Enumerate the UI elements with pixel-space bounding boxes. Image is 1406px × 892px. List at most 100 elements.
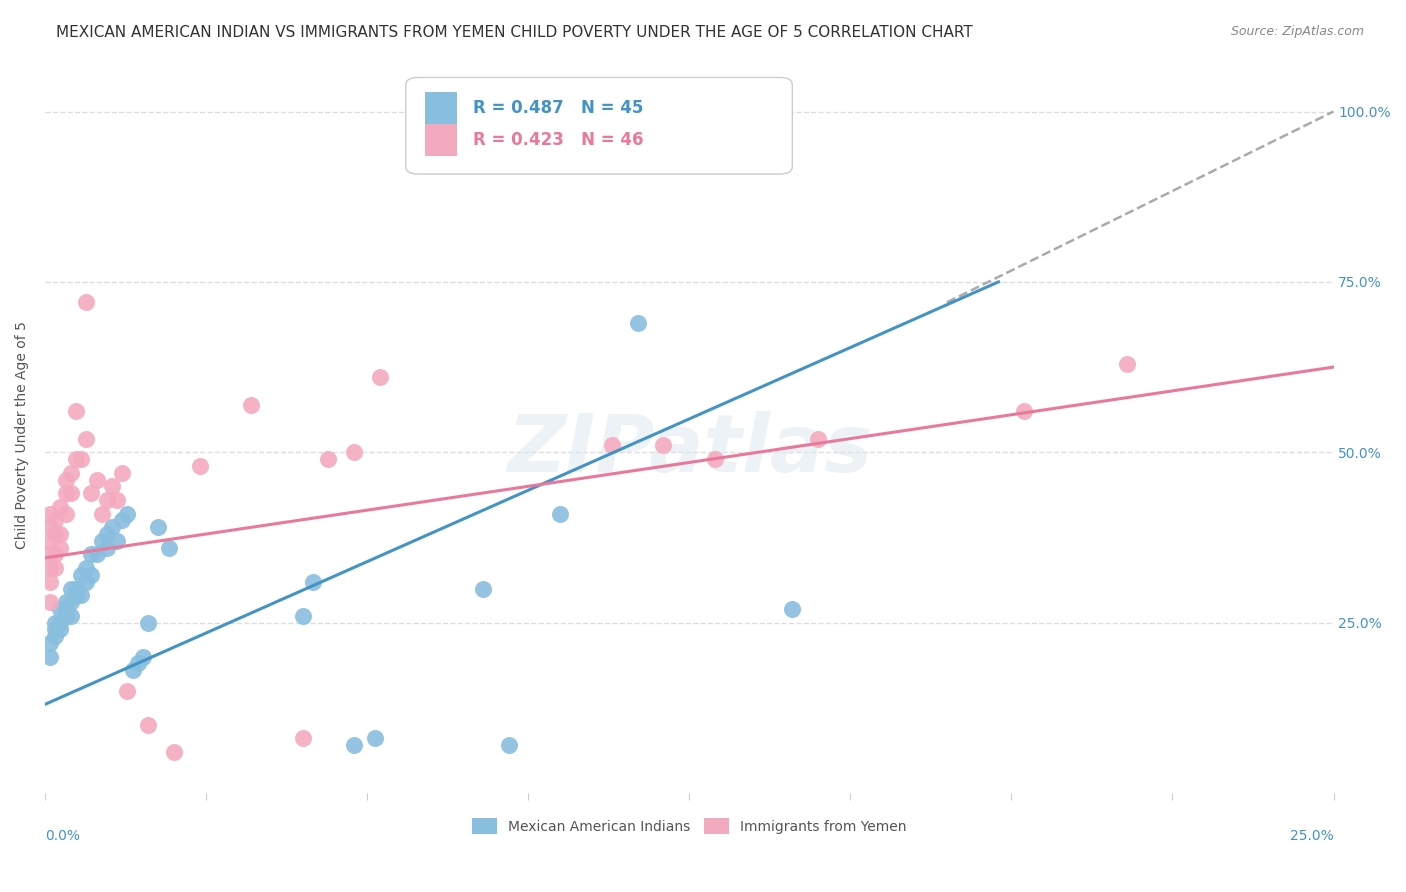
Point xyxy=(1116,357,1139,371)
Point xyxy=(302,574,325,589)
Point xyxy=(70,452,93,467)
Point xyxy=(59,608,82,623)
Point xyxy=(59,595,82,609)
Point xyxy=(343,739,366,753)
Point xyxy=(136,718,159,732)
Point xyxy=(44,513,66,527)
Point xyxy=(55,608,77,623)
Point xyxy=(550,507,572,521)
Text: R = 0.487   N = 45: R = 0.487 N = 45 xyxy=(472,99,643,117)
Point xyxy=(44,629,66,643)
Text: 0.0%: 0.0% xyxy=(45,829,80,843)
Point xyxy=(39,595,62,609)
Text: Source: ZipAtlas.com: Source: ZipAtlas.com xyxy=(1230,25,1364,38)
Point xyxy=(44,615,66,630)
Point xyxy=(55,507,77,521)
Point xyxy=(318,452,340,467)
Point xyxy=(80,548,103,562)
Point xyxy=(44,561,66,575)
Point xyxy=(627,316,650,330)
Point xyxy=(49,615,72,630)
Point xyxy=(49,602,72,616)
Point xyxy=(343,445,366,459)
Point xyxy=(136,615,159,630)
Point xyxy=(39,520,62,534)
Point xyxy=(39,574,62,589)
Point xyxy=(111,466,134,480)
Point xyxy=(96,541,118,555)
Point xyxy=(55,486,77,500)
Point xyxy=(96,492,118,507)
Point xyxy=(240,398,263,412)
Point xyxy=(80,486,103,500)
Text: R = 0.423   N = 46: R = 0.423 N = 46 xyxy=(472,131,644,149)
Point xyxy=(782,602,804,616)
Point xyxy=(80,568,103,582)
Point xyxy=(70,588,93,602)
Point xyxy=(163,745,186,759)
Point xyxy=(39,636,62,650)
Point xyxy=(117,507,139,521)
Point xyxy=(65,452,87,467)
Bar xyxy=(425,92,457,124)
Point xyxy=(291,608,314,623)
Point xyxy=(44,548,66,562)
Point xyxy=(90,507,112,521)
FancyBboxPatch shape xyxy=(406,78,793,174)
Point xyxy=(117,683,139,698)
Point xyxy=(111,513,134,527)
Point xyxy=(75,432,97,446)
Point xyxy=(65,582,87,596)
Point xyxy=(75,561,97,575)
Point xyxy=(65,404,87,418)
Point xyxy=(807,432,830,446)
Bar xyxy=(425,124,457,156)
Point xyxy=(472,582,495,596)
Point xyxy=(188,458,211,473)
Point xyxy=(59,486,82,500)
Point xyxy=(44,623,66,637)
Point xyxy=(364,731,387,746)
Point xyxy=(105,492,128,507)
Text: 25.0%: 25.0% xyxy=(1289,829,1333,843)
Point xyxy=(291,731,314,746)
Legend: Mexican American Indians, Immigrants from Yemen: Mexican American Indians, Immigrants fro… xyxy=(467,813,912,839)
Point xyxy=(49,527,72,541)
Point xyxy=(132,649,155,664)
Point xyxy=(39,561,62,575)
Text: ZIPatlas: ZIPatlas xyxy=(506,410,872,489)
Point xyxy=(59,466,82,480)
Point xyxy=(49,500,72,514)
Point xyxy=(59,582,82,596)
Point xyxy=(368,370,391,384)
Point xyxy=(70,568,93,582)
Point xyxy=(105,533,128,548)
Point xyxy=(121,663,143,677)
Point xyxy=(75,295,97,310)
Point xyxy=(127,657,149,671)
Point xyxy=(44,527,66,541)
Point xyxy=(39,507,62,521)
Point xyxy=(49,623,72,637)
Point xyxy=(65,588,87,602)
Point xyxy=(55,602,77,616)
Point xyxy=(652,438,675,452)
Y-axis label: Child Poverty Under the Age of 5: Child Poverty Under the Age of 5 xyxy=(15,321,30,549)
Point xyxy=(49,541,72,555)
Point xyxy=(148,520,170,534)
Point xyxy=(75,574,97,589)
Point xyxy=(157,541,180,555)
Point xyxy=(96,527,118,541)
Point xyxy=(39,548,62,562)
Point xyxy=(39,649,62,664)
Point xyxy=(1012,404,1035,418)
Point xyxy=(86,473,108,487)
Text: MEXICAN AMERICAN INDIAN VS IMMIGRANTS FROM YEMEN CHILD POVERTY UNDER THE AGE OF : MEXICAN AMERICAN INDIAN VS IMMIGRANTS FR… xyxy=(56,25,973,40)
Point xyxy=(101,479,124,493)
Point xyxy=(39,533,62,548)
Point xyxy=(704,452,727,467)
Point xyxy=(86,548,108,562)
Point xyxy=(55,473,77,487)
Point xyxy=(55,595,77,609)
Point xyxy=(600,438,623,452)
